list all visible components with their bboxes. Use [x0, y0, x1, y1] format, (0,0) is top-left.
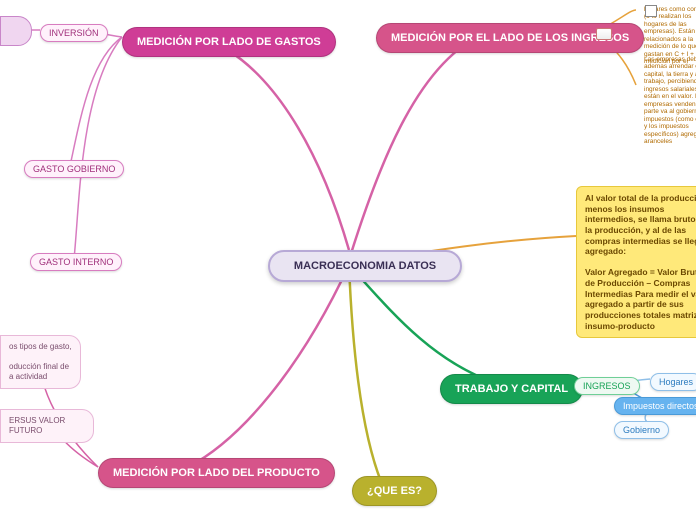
branch-label: MEDICIÓN POR LADO DE GASTOS [137, 36, 321, 48]
partial-node-left [0, 16, 32, 46]
branch-label: MEDICIÓN POR EL LADO DE LOS INGRESOS [391, 32, 629, 44]
branch-label: MEDICIÓN POR LADO DEL PRODUCTO [113, 467, 320, 479]
subnode-impuestos[interactable]: Impuestos directos [614, 397, 696, 415]
left-note-1: ERSUS VALOR FUTURO [0, 409, 94, 443]
left-note-0: os tipos de gasto,oducción final dea act… [0, 335, 81, 389]
subnode-hogares[interactable]: Hogares [650, 373, 696, 391]
branch-label: ¿QUE ES? [367, 485, 422, 497]
center-node[interactable]: MACROECONOMIA DATOS [268, 250, 462, 282]
branch-label: TRABAJO Y CAPITAL [455, 383, 568, 395]
branch-gastos[interactable]: MEDICIÓN POR LADO DE GASTOS [122, 27, 336, 57]
subnode-ingresos2[interactable]: INGRESOS [574, 377, 640, 395]
right-note-1: Las empresas deben ademas arrendar el ca… [636, 50, 696, 152]
subnode-inversion[interactable]: INVERSIÓN [40, 24, 108, 42]
branch-trabajo[interactable]: TRABAJO Y CAPITAL [440, 374, 583, 404]
mindmap-canvas: MACROECONOMIA DATOS MEDICIÓN POR LADO DE… [0, 0, 696, 520]
value-added-note: Al valor total de la producción menos lo… [576, 186, 696, 338]
subnode-gastoint[interactable]: GASTO INTERNO [30, 253, 122, 271]
note-icon[interactable] [596, 28, 612, 40]
subnode-gobierno[interactable]: Gobierno [614, 421, 669, 439]
branch-producto[interactable]: MEDICIÓN POR LADO DEL PRODUCTO [98, 458, 335, 488]
branch-quees[interactable]: ¿QUE ES? [352, 476, 437, 506]
checkbox-icon[interactable] [645, 5, 657, 17]
subnode-gastogob[interactable]: GASTO GOBIERNO [24, 160, 124, 178]
center-label: MACROECONOMIA DATOS [294, 260, 436, 272]
